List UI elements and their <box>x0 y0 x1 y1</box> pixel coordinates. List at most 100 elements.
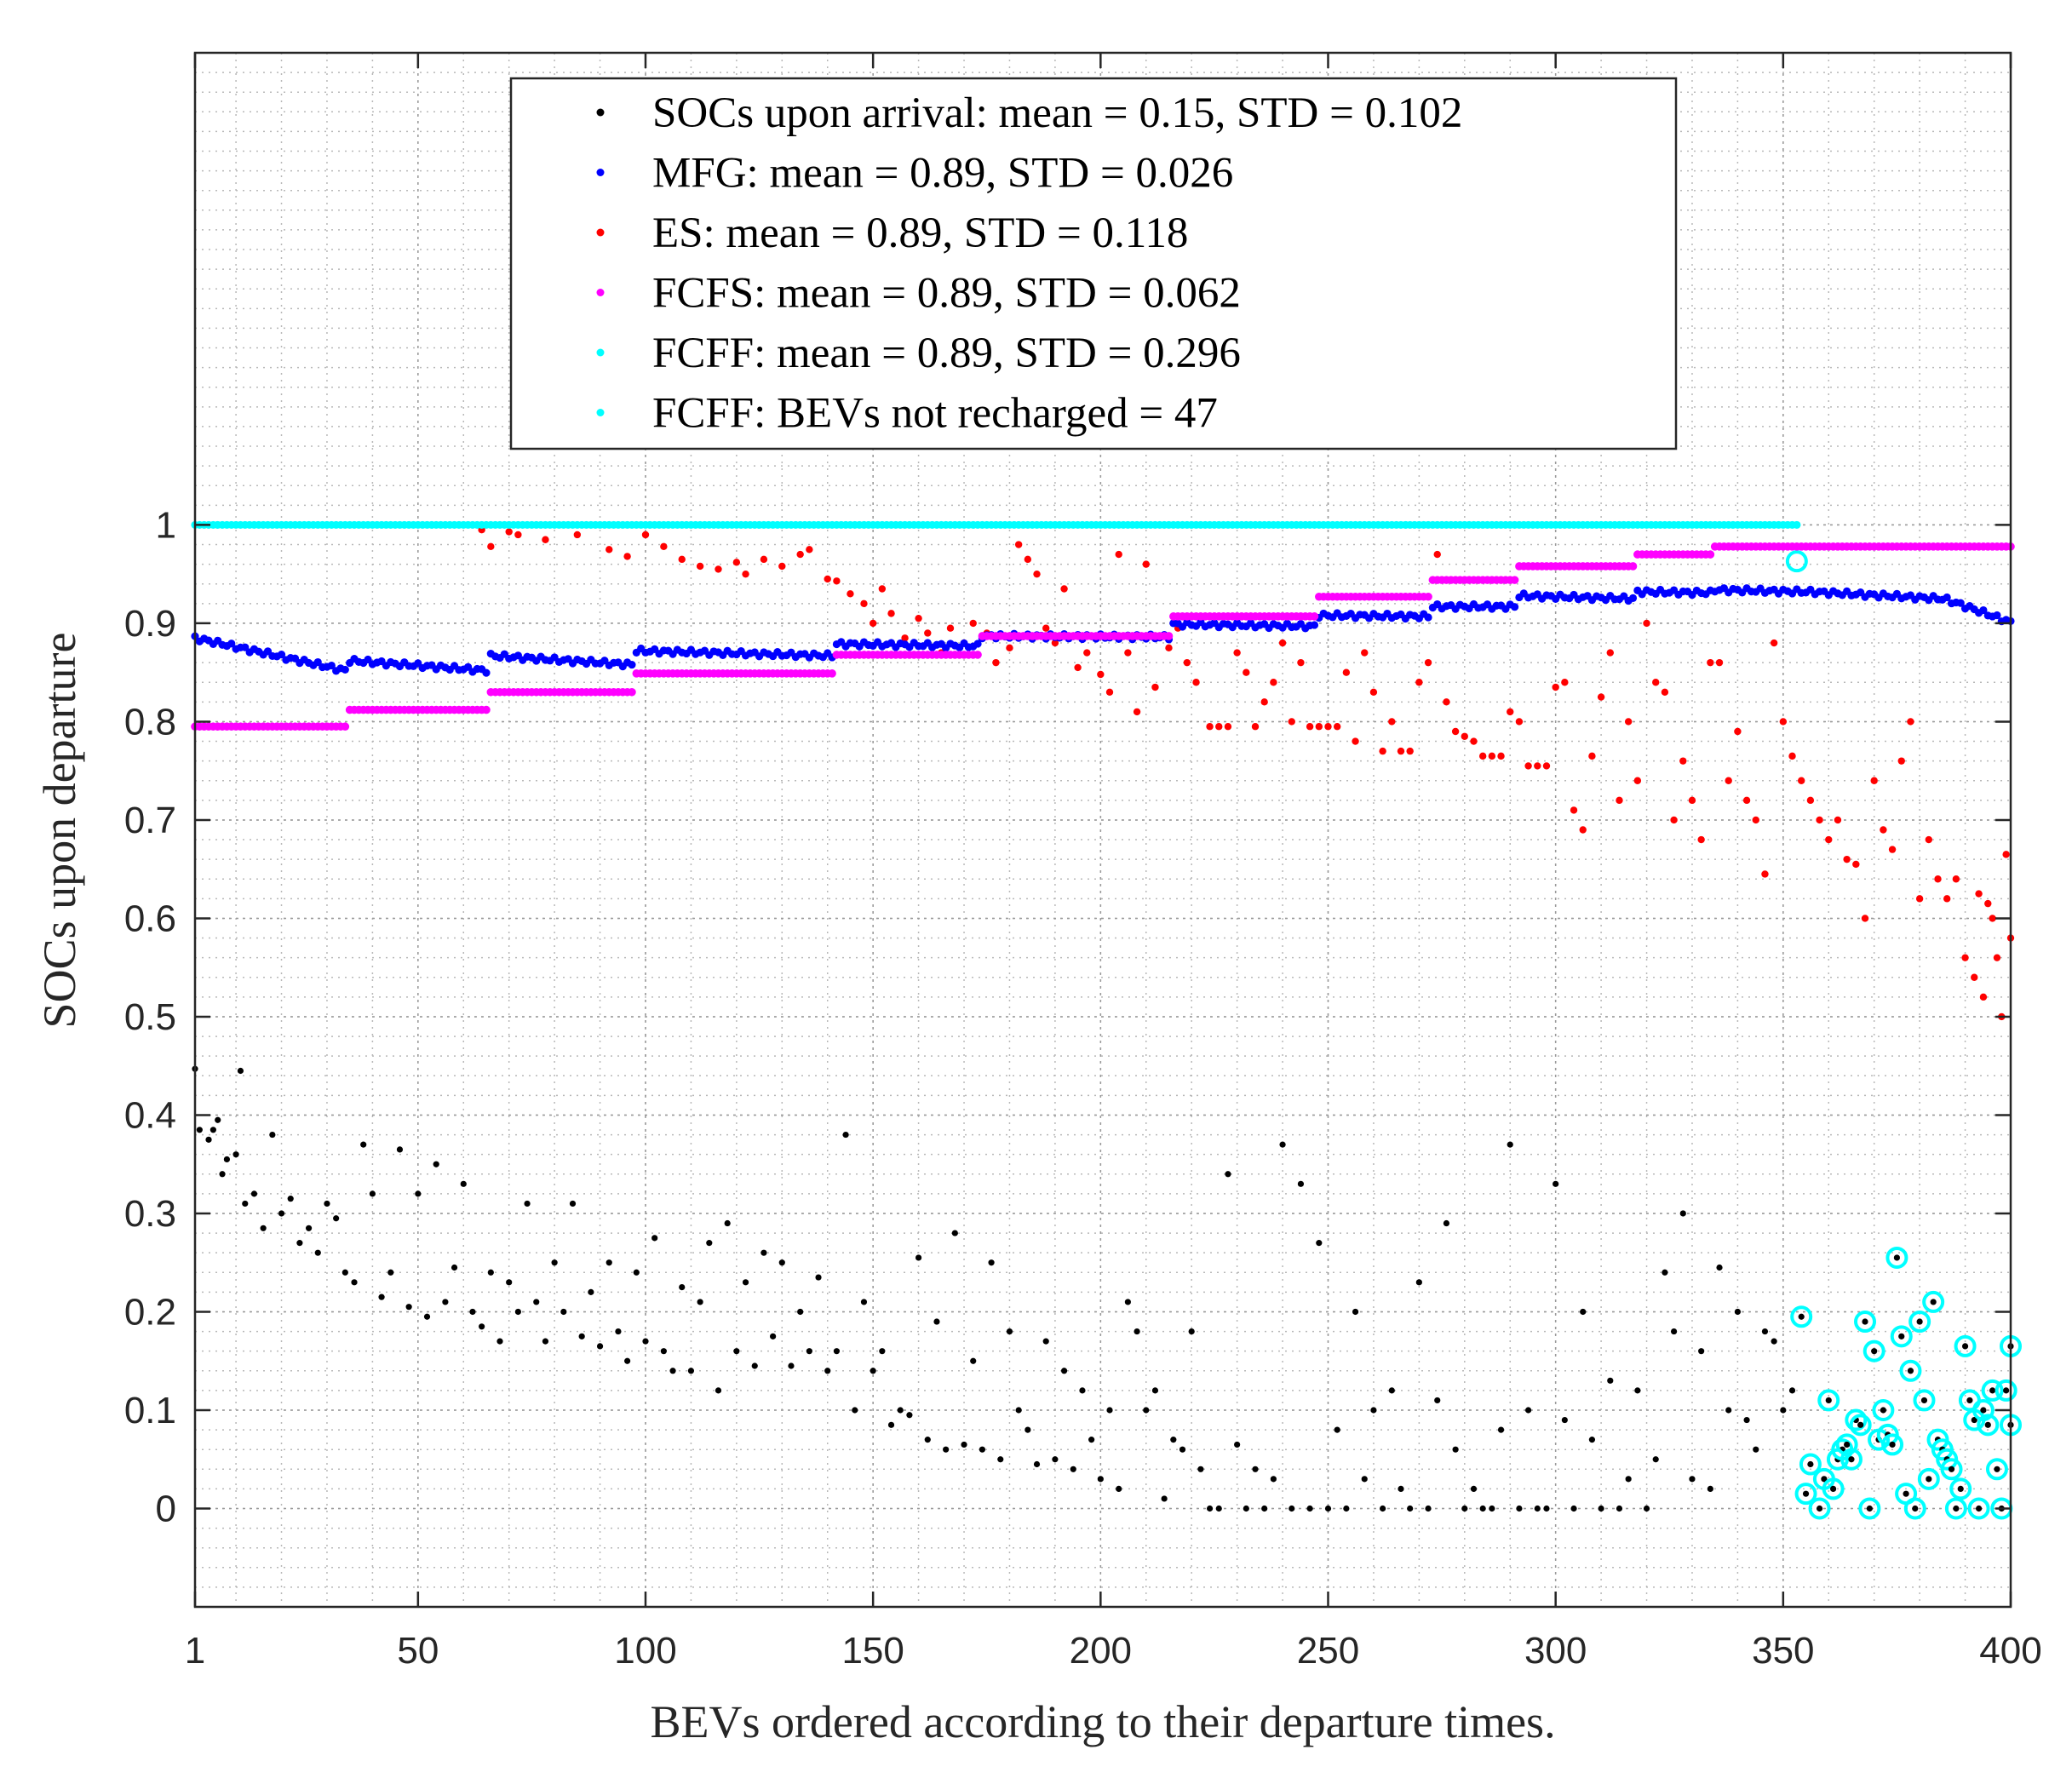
socs-upon-arrival-point <box>897 1407 904 1414</box>
es-point <box>1105 688 1114 696</box>
es-point <box>1006 644 1013 652</box>
es-point <box>1643 619 1650 628</box>
socs-upon-arrival-point <box>615 1328 622 1335</box>
socs-upon-arrival-point <box>1570 1505 1577 1512</box>
es-point <box>1861 915 1869 922</box>
socs-upon-arrival-point <box>997 1456 1004 1463</box>
series-fcff <box>191 520 1808 573</box>
socs-upon-arrival-point <box>815 1274 822 1281</box>
es-point <box>1652 679 1660 686</box>
mfg-point <box>277 651 286 659</box>
not-recharged-circle <box>1854 1311 1877 1334</box>
socs-upon-arrival-point <box>770 1333 777 1339</box>
es-point <box>641 531 650 539</box>
es-point <box>1961 954 1969 961</box>
y-tick-label: 0.1 <box>124 1390 176 1431</box>
es-point <box>1742 796 1751 805</box>
series-socs-upon-arrival-points <box>192 1065 1796 1512</box>
y-axis-title: SOCs upon departure <box>34 633 85 1029</box>
socs-upon-arrival-point <box>1143 1407 1150 1414</box>
not-recharged-arrival-point <box>1994 1466 2000 1472</box>
socs-upon-arrival-point <box>1734 1308 1741 1316</box>
not-recharged-arrival-point <box>1980 1407 1987 1414</box>
not-recharged-circle <box>1799 1453 1822 1476</box>
legend-label: FCFS: mean = 0.89, STD = 0.062 <box>652 270 1241 318</box>
socs-upon-arrival-point <box>1580 1308 1587 1316</box>
socs-upon-arrival-point <box>1561 1416 1568 1424</box>
es-point <box>1752 816 1759 824</box>
socs-upon-arrival-point <box>524 1200 531 1207</box>
not-recharged-arrival-point <box>1802 1490 1810 1497</box>
es-point <box>487 542 495 551</box>
socs-upon-arrival-point <box>1698 1348 1705 1355</box>
es-point <box>1734 727 1742 736</box>
socs-upon-arrival-point <box>742 1279 749 1286</box>
socs-upon-arrival-point <box>423 1313 431 1320</box>
socs-upon-arrival-point <box>514 1308 521 1316</box>
es-point <box>1552 683 1559 691</box>
socs-upon-arrival-point <box>1316 1240 1323 1247</box>
socs-upon-arrival-point <box>1607 1377 1614 1384</box>
socs-upon-arrival-point <box>1534 1505 1541 1512</box>
not-recharged-arrival-point <box>1961 1343 1969 1350</box>
es-point <box>878 585 887 593</box>
es-point <box>1688 796 1696 805</box>
socs-upon-arrival-point <box>333 1215 340 1222</box>
not-recharged-arrival-point <box>1912 1505 1919 1512</box>
socs-upon-arrival-point <box>1324 1505 1332 1512</box>
socs-upon-arrival-point <box>496 1338 503 1345</box>
socs-upon-arrival-point <box>1352 1308 1359 1316</box>
es-point <box>1024 555 1032 564</box>
es-point <box>1697 835 1705 844</box>
not-recharged-arrival-point <box>1957 1485 1964 1492</box>
fcfs-point <box>1628 562 1638 571</box>
socs-upon-arrival-point <box>1516 1505 1523 1512</box>
socs-upon-arrival-point <box>260 1225 267 1231</box>
x-tick-label: 200 <box>1070 1630 1132 1672</box>
socs-upon-arrival-point <box>860 1299 868 1305</box>
not-recharged-arrival-point <box>1948 1466 1955 1472</box>
socs-upon-arrival-point <box>1771 1338 1777 1345</box>
not-recharged-circle <box>1790 1305 1813 1328</box>
socs-upon-arrival-point <box>642 1338 649 1345</box>
es-point <box>1260 698 1268 706</box>
socs-upon-arrival-point <box>724 1219 731 1227</box>
es-point <box>1424 658 1432 667</box>
socs-upon-arrival-point <box>1261 1505 1268 1512</box>
es-point <box>1306 723 1314 731</box>
not-recharged-arrival-point <box>1880 1407 1886 1414</box>
socs-upon-arrival-point <box>569 1200 577 1207</box>
socs-upon-arrival-point <box>1215 1505 1222 1512</box>
socs-upon-arrival-point <box>1452 1446 1459 1453</box>
socs-upon-arrival-point <box>405 1304 412 1311</box>
fcff-point <box>1793 520 1801 530</box>
socs-upon-arrival-point <box>1470 1485 1478 1492</box>
socs-upon-arrival-point <box>1134 1328 1140 1335</box>
socs-upon-arrival-point <box>314 1249 321 1256</box>
es-point <box>1979 993 1988 1001</box>
es-point <box>1707 658 1714 667</box>
socs-upon-arrival-point <box>369 1190 376 1197</box>
es-point <box>573 531 582 539</box>
socs-upon-arrival-point <box>1479 1505 1486 1512</box>
es-point <box>1570 806 1578 814</box>
legend-marker <box>596 228 605 237</box>
es-point <box>1816 816 1823 824</box>
y-tick-label: 1 <box>156 504 176 546</box>
socs-upon-arrival-point <box>1289 1505 1295 1512</box>
es-point <box>1243 668 1250 676</box>
socs-upon-arrival-point <box>706 1240 713 1247</box>
socs-upon-arrival-point <box>469 1308 476 1316</box>
es-point <box>1952 875 1960 883</box>
socs-upon-arrival-point <box>1033 1460 1041 1468</box>
socs-upon-arrival-point <box>1707 1485 1713 1492</box>
es-point <box>847 590 854 598</box>
not-recharged-circle <box>1972 1398 1995 1421</box>
not-recharged-circle <box>1863 1339 1885 1362</box>
socs-upon-arrival-point <box>1088 1437 1095 1443</box>
legend-marker <box>596 169 605 176</box>
socs-upon-arrival-point <box>842 1131 849 1139</box>
socs-upon-arrival-point <box>788 1362 795 1369</box>
socs-upon-arrival-point <box>915 1254 922 1261</box>
es-point <box>1206 723 1214 731</box>
